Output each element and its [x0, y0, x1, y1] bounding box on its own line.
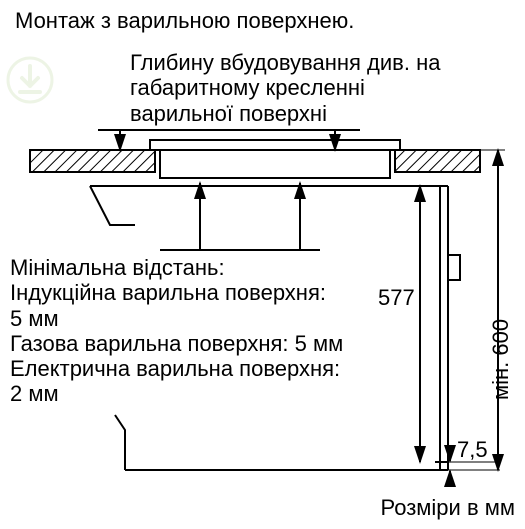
- min-dist-l1v: 5 мм: [10, 306, 59, 331]
- min-dist-l1: Індукційна варильна поверхня:: [10, 280, 326, 305]
- countertop-left: [30, 150, 155, 172]
- min-dist-title: Мінімальна відстань:: [10, 255, 225, 280]
- hob-top: [150, 140, 400, 150]
- min-dist-l3v: 2 мм: [10, 381, 59, 406]
- countertop-right: [395, 150, 480, 172]
- dim-gap-label: 7,5: [457, 437, 488, 463]
- page: Монтаж з варильною поверхнею. Глибину вб…: [0, 0, 525, 529]
- units-label: Розміри в мм: [381, 495, 515, 521]
- min-dist-l3: Електрична варильна поверхня:: [10, 356, 340, 381]
- min-distance-note: Мінімальна відстань: Індукційна варильна…: [10, 255, 380, 407]
- watermark-icon: [6, 56, 54, 104]
- dim-577-label: 577: [378, 285, 415, 311]
- hob-body: [160, 150, 390, 178]
- min-dist-l2: Газова варильна поверхня: 5 мм: [10, 331, 343, 356]
- dim-600-label: мін. 600: [488, 319, 514, 400]
